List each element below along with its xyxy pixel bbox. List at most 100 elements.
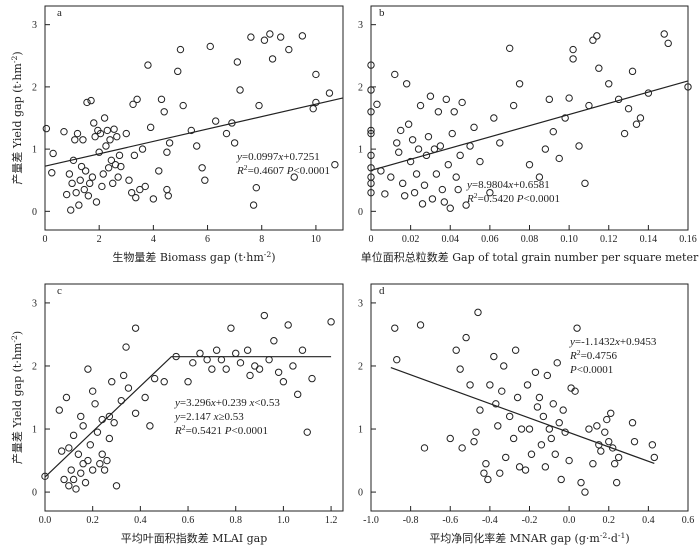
data-point bbox=[284, 321, 292, 329]
y-tick-label: 1 bbox=[358, 145, 363, 156]
data-point bbox=[233, 58, 242, 66]
data-point bbox=[523, 381, 532, 389]
data-point bbox=[577, 478, 585, 487]
data-point bbox=[265, 355, 273, 364]
data-point bbox=[289, 362, 297, 370]
data-point bbox=[176, 45, 185, 54]
data-point bbox=[84, 192, 93, 200]
data-point bbox=[434, 108, 443, 116]
data-point bbox=[614, 453, 623, 462]
data-point bbox=[575, 142, 583, 150]
data-point bbox=[133, 95, 141, 104]
data-point bbox=[466, 381, 474, 389]
data-point bbox=[227, 324, 235, 332]
y-tick-label: 0 bbox=[32, 207, 37, 218]
data-point bbox=[290, 173, 298, 181]
data-point bbox=[95, 148, 103, 156]
x-tick-label: 0 bbox=[43, 234, 48, 245]
data-point bbox=[630, 437, 639, 446]
data-point bbox=[597, 447, 605, 455]
data-point bbox=[276, 33, 285, 41]
data-point bbox=[60, 127, 68, 136]
data-point bbox=[593, 422, 601, 430]
data-point bbox=[79, 460, 87, 468]
data-point bbox=[541, 463, 550, 471]
data-point bbox=[312, 98, 320, 107]
data-point bbox=[492, 400, 500, 408]
data-point bbox=[571, 387, 579, 395]
plot-frame bbox=[44, 283, 344, 512]
data-point bbox=[68, 179, 76, 188]
data-point bbox=[416, 101, 425, 110]
data-point bbox=[79, 422, 87, 430]
fit-annotation: R2=0.5421 P<0.0001 bbox=[174, 423, 268, 438]
data-point bbox=[452, 173, 460, 181]
data-point bbox=[373, 100, 381, 109]
data-point bbox=[55, 406, 64, 414]
data-point bbox=[533, 403, 542, 411]
data-point bbox=[103, 456, 111, 465]
data-point bbox=[298, 32, 307, 40]
data-point bbox=[65, 482, 73, 490]
data-point bbox=[367, 179, 375, 188]
y-tick-label: 2 bbox=[32, 82, 37, 93]
data-point bbox=[274, 368, 283, 376]
data-point bbox=[236, 359, 245, 367]
x-tick-label: -0.6 bbox=[442, 515, 458, 526]
x-tick-label: 0.6 bbox=[182, 515, 195, 526]
data-point bbox=[400, 192, 409, 200]
data-point bbox=[412, 170, 421, 178]
data-point bbox=[442, 95, 450, 104]
x-tick-label: 0.14 bbox=[640, 234, 658, 245]
fit-annotation: P<0.0001 bbox=[569, 364, 613, 376]
data-point bbox=[86, 179, 94, 188]
data-point bbox=[62, 190, 71, 199]
data-point bbox=[395, 148, 403, 156]
data-point bbox=[92, 198, 101, 206]
data-point bbox=[179, 101, 187, 110]
x-tick-label: 2 bbox=[97, 234, 102, 245]
data-point bbox=[541, 145, 550, 153]
y-axis-label: 产量差 Yield gap (t·hm-2) bbox=[10, 331, 25, 464]
data-point bbox=[303, 428, 311, 436]
data-point bbox=[294, 390, 302, 399]
data-point bbox=[298, 346, 307, 354]
y-tick-label: 1 bbox=[32, 145, 37, 156]
data-point bbox=[476, 406, 484, 414]
data-point bbox=[496, 139, 504, 147]
data-point bbox=[222, 365, 230, 373]
x-tick-label: -0.2 bbox=[522, 515, 538, 526]
data-point bbox=[438, 185, 447, 194]
y-axis-label: 产量差 Yield gap (t·hm-2) bbox=[10, 51, 25, 184]
data-point bbox=[612, 478, 621, 487]
data-point bbox=[260, 311, 269, 320]
fit-line bbox=[390, 367, 655, 465]
data-point bbox=[424, 132, 433, 141]
data-point bbox=[482, 460, 490, 468]
data-point bbox=[418, 200, 427, 208]
x-tick-label: 0.02 bbox=[402, 234, 420, 245]
data-point bbox=[136, 185, 144, 194]
data-point bbox=[569, 45, 577, 54]
data-point bbox=[96, 129, 105, 138]
data-point bbox=[67, 466, 75, 474]
data-point bbox=[494, 422, 502, 430]
data-point bbox=[87, 96, 95, 105]
x-tick-label: 0.4 bbox=[134, 515, 147, 526]
data-point bbox=[131, 409, 140, 417]
data-point bbox=[414, 145, 423, 153]
data-point bbox=[112, 482, 121, 490]
data-point bbox=[402, 80, 411, 88]
data-point bbox=[132, 193, 140, 202]
data-point bbox=[547, 434, 555, 443]
data-point bbox=[603, 415, 611, 424]
data-point bbox=[595, 64, 603, 72]
data-point bbox=[49, 149, 57, 158]
data-point bbox=[146, 123, 155, 132]
data-point bbox=[189, 359, 197, 367]
data-point bbox=[232, 349, 240, 358]
data-point bbox=[391, 324, 399, 332]
data-point bbox=[420, 444, 429, 452]
data-point bbox=[198, 164, 206, 172]
